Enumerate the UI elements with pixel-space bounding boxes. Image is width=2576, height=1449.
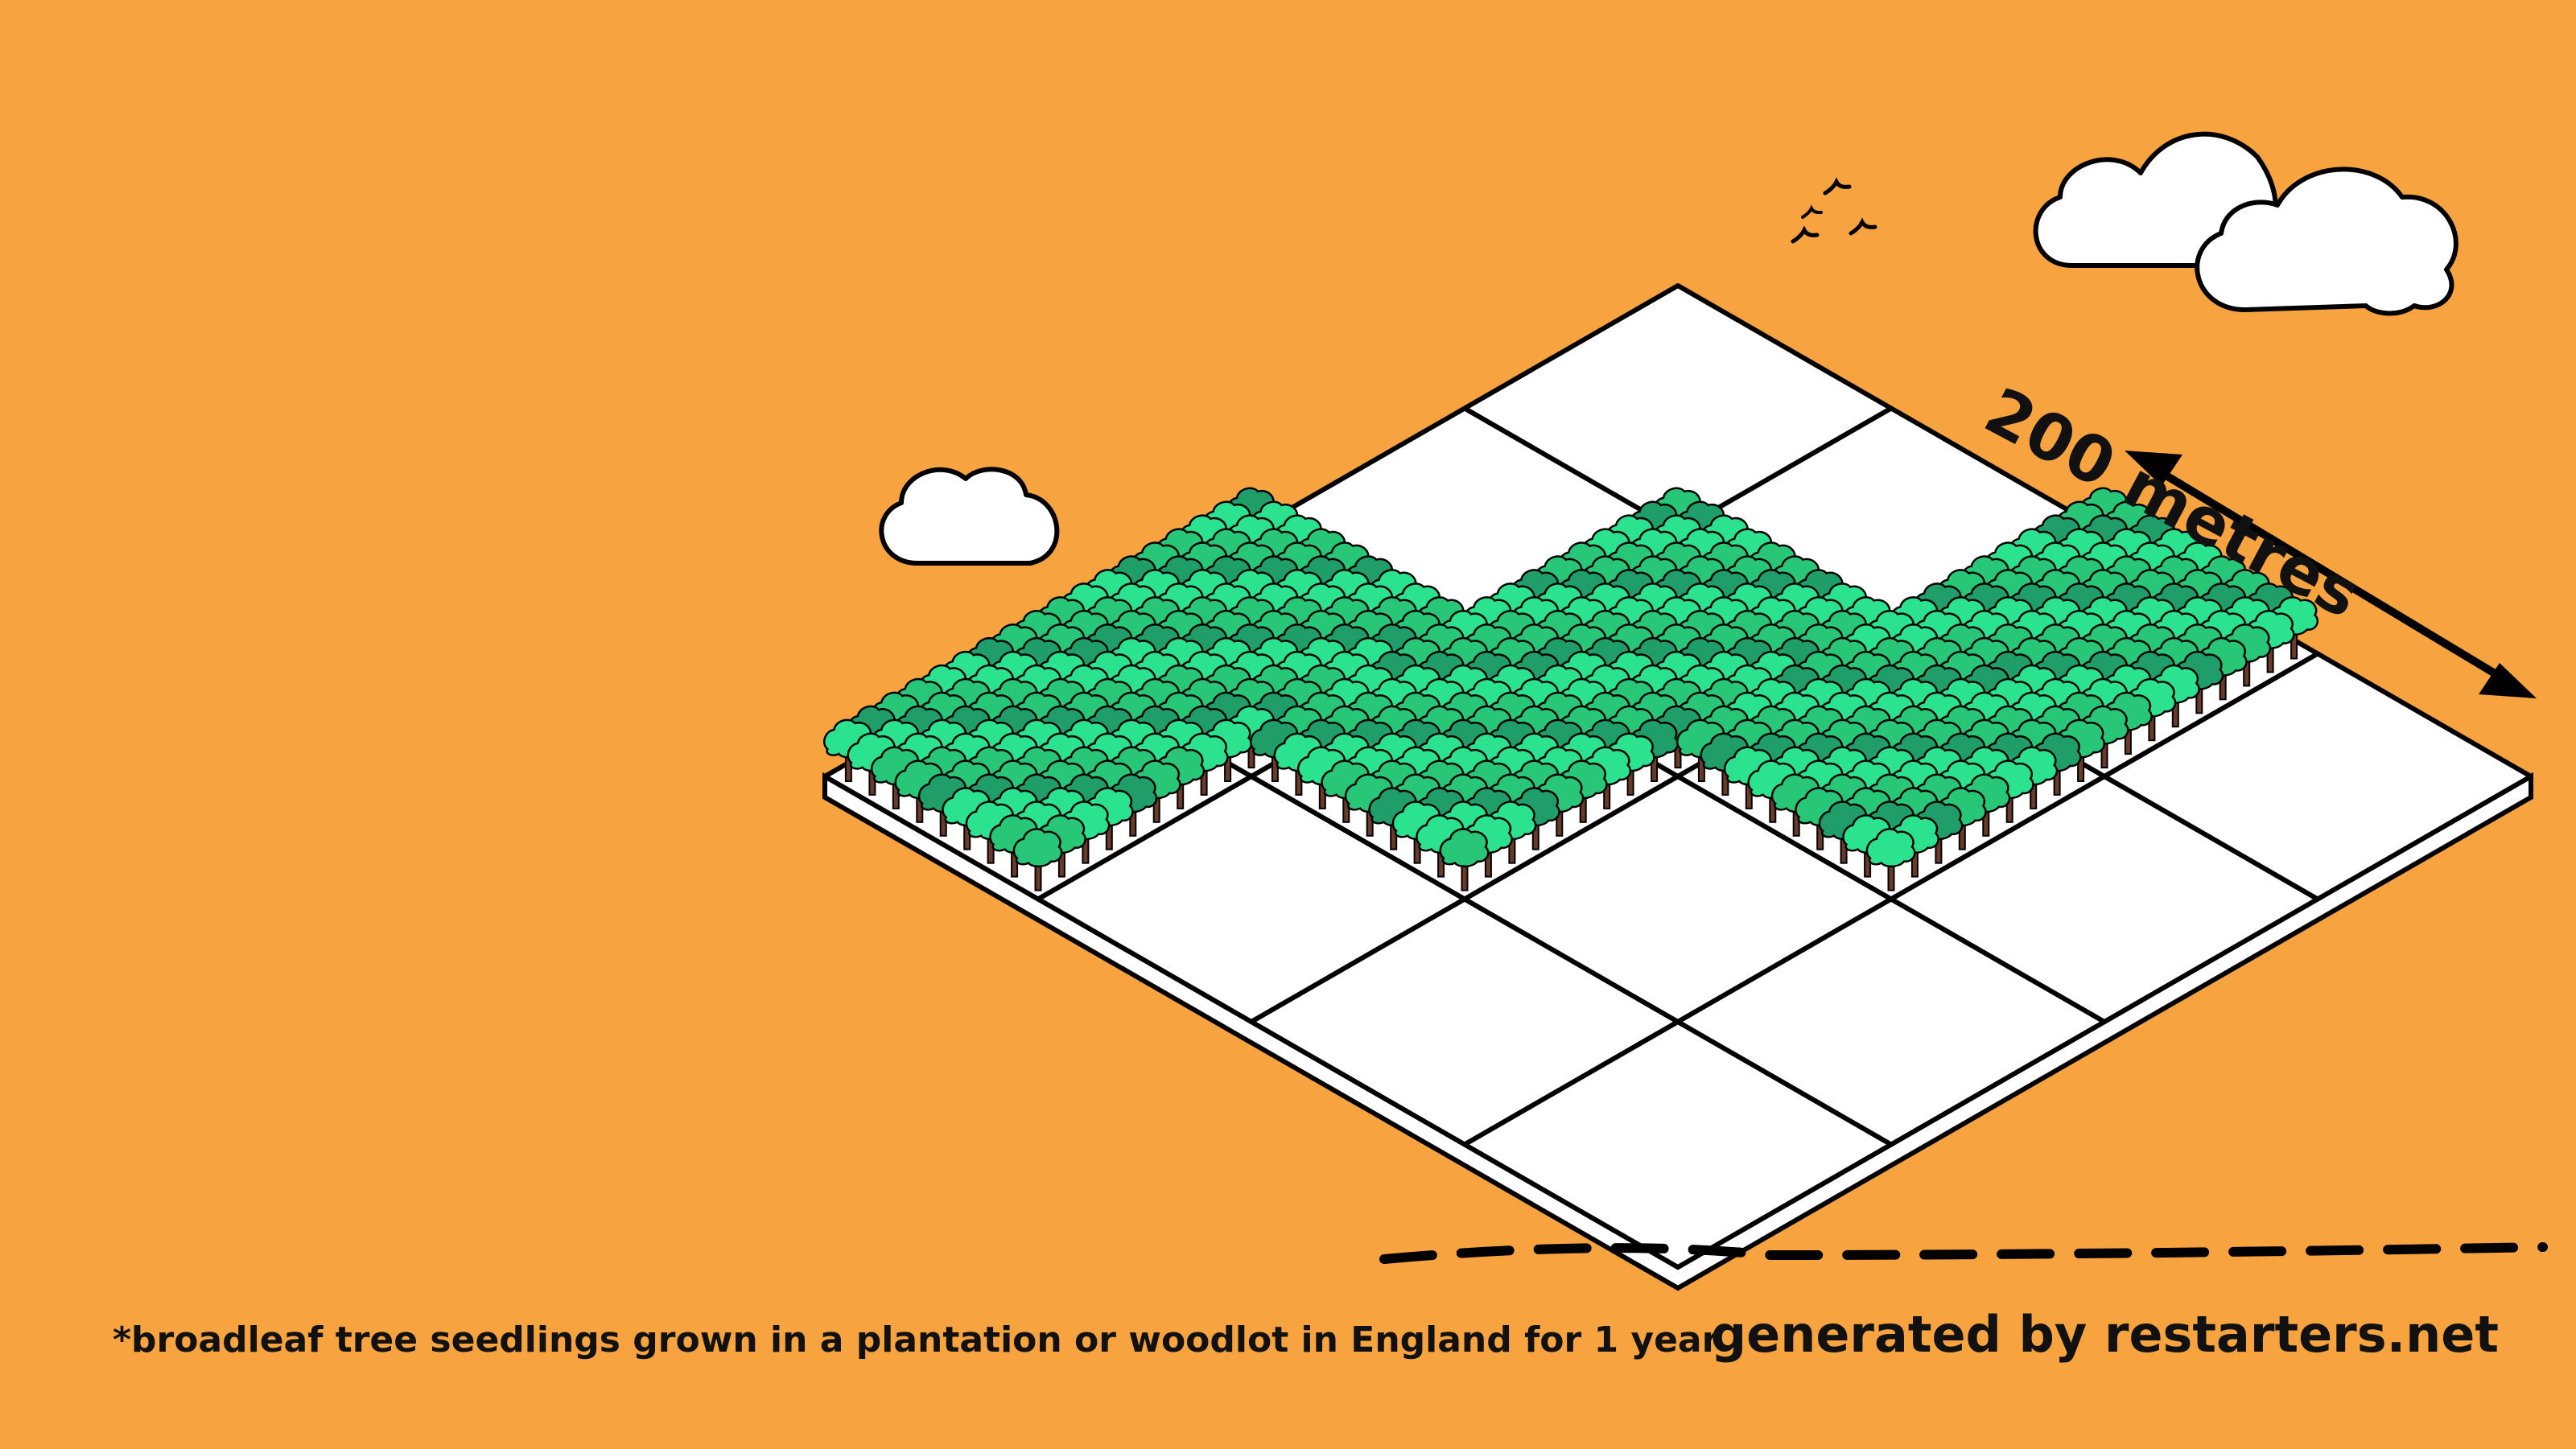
bird-icon <box>1791 225 1820 244</box>
clouds <box>879 131 2459 566</box>
credit-text: generated by restarters.net <box>1710 1305 2499 1364</box>
double-arrow-icon <box>2125 451 2537 698</box>
cloud-icon <box>879 467 1060 566</box>
bird-icon <box>1849 217 1877 236</box>
ground-line <box>1379 1242 2548 1264</box>
bird-icon <box>1823 177 1852 196</box>
footnote: *broadleaf tree seedlings grown in a pla… <box>113 1319 1720 1360</box>
cloud-icon <box>2195 167 2459 316</box>
grid-tile <box>2102 651 2533 902</box>
bird-icon <box>1801 204 1823 219</box>
birds <box>1791 177 1877 244</box>
